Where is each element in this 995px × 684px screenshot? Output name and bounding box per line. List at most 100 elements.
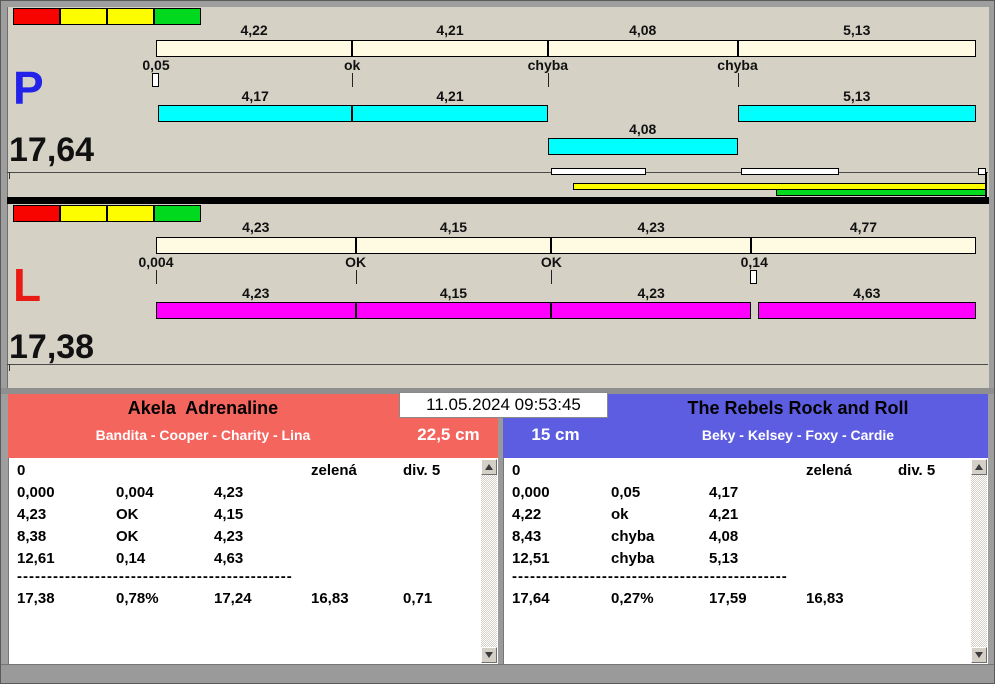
split-time-label: 4,15 bbox=[439, 219, 468, 235]
table-cell: 4,23 bbox=[17, 506, 47, 523]
status-box-3 bbox=[107, 8, 154, 25]
table-cell: 4,63 bbox=[214, 550, 244, 567]
table-cell: 4,21 bbox=[709, 506, 739, 523]
split-separator bbox=[736, 40, 739, 57]
tick-label: ok bbox=[343, 57, 361, 73]
tick-label: 0,14 bbox=[740, 254, 768, 270]
tick-label: OK bbox=[345, 254, 367, 270]
lane-total-time-P: 17,64 bbox=[9, 131, 95, 169]
split-separator bbox=[546, 40, 549, 57]
table-cell: OK bbox=[116, 528, 139, 545]
end-marker-line bbox=[985, 172, 987, 198]
progress-bar-green bbox=[775, 189, 986, 196]
scroll-down-button[interactable] bbox=[481, 647, 497, 663]
dog-time-label: 4,21 bbox=[436, 88, 464, 104]
progress-bar-base bbox=[740, 168, 840, 175]
table-cell: 4,22 bbox=[512, 506, 542, 523]
total-cell: 0,27% bbox=[611, 590, 654, 607]
table-cell: 4,23 bbox=[214, 484, 244, 501]
table-cell: 8,38 bbox=[17, 528, 47, 545]
status-box-4 bbox=[154, 205, 201, 222]
dog-time-label: 4,17 bbox=[241, 88, 269, 104]
lane-letter-P: P bbox=[13, 62, 44, 114]
status-box-2 bbox=[60, 205, 107, 222]
baseline-tick bbox=[9, 364, 10, 371]
dog-run-bar bbox=[547, 138, 738, 155]
scroll-down-button[interactable] bbox=[971, 647, 987, 663]
team-name-left: Akela Adrenaline bbox=[127, 398, 279, 418]
dog-time-label: 4,63 bbox=[853, 285, 881, 301]
total-cell: 0,71 bbox=[403, 590, 433, 607]
tick-mark bbox=[737, 73, 739, 87]
jump-height-left: 22,5 cm bbox=[417, 425, 480, 444]
table-cell: 4,15 bbox=[214, 506, 244, 523]
scroll-up-icon bbox=[485, 464, 493, 470]
table-cell: 4,17 bbox=[709, 484, 739, 501]
split-time-label: 4,23 bbox=[242, 219, 270, 235]
dog-run-bar bbox=[158, 105, 353, 122]
split-time-label: 4,23 bbox=[637, 219, 665, 235]
table-cell: 5,13 bbox=[709, 550, 739, 567]
dog-time-label: 4,23 bbox=[637, 285, 665, 301]
split-time-label: 4,22 bbox=[240, 22, 268, 38]
table-cell: div. 5 bbox=[898, 462, 936, 479]
table-cell: 0,000 bbox=[17, 484, 55, 501]
dog-time-label: 4,15 bbox=[439, 285, 468, 301]
split-separator bbox=[354, 237, 357, 254]
table-cell: zelená bbox=[311, 462, 357, 479]
table-cell: 0,004 bbox=[116, 484, 154, 501]
scroll-up-icon bbox=[975, 464, 983, 470]
tick-mark bbox=[156, 270, 157, 284]
total-cell: 17,38 bbox=[17, 590, 55, 607]
separator-dashes: ----------------------------------------… bbox=[17, 568, 293, 585]
table-cell: 0 bbox=[17, 462, 26, 479]
split-reference-bar bbox=[156, 40, 976, 57]
table-cell: 0 bbox=[512, 462, 521, 479]
total-cell: 17,59 bbox=[709, 590, 747, 607]
changeover-marker bbox=[750, 270, 758, 284]
tick-mark bbox=[547, 73, 549, 87]
scrollbar-left[interactable] bbox=[481, 459, 497, 663]
tick-label: chyba bbox=[527, 57, 569, 73]
datetime-box: 11.05.2024 09:53:45 bbox=[399, 392, 608, 418]
lane-total-time-L: 17,38 bbox=[9, 328, 95, 366]
table-cell: ok bbox=[611, 506, 629, 523]
lane-letter-L: L bbox=[13, 259, 42, 311]
jump-height-right: 15 cm bbox=[531, 425, 580, 444]
scroll-up-button[interactable] bbox=[481, 459, 497, 475]
tick-label: 0,004 bbox=[138, 254, 174, 270]
split-reference-bar bbox=[156, 237, 976, 254]
table-cell: 12,61 bbox=[17, 550, 55, 567]
section-separator-strip bbox=[1, 388, 994, 394]
split-time-label: 4,08 bbox=[629, 22, 657, 38]
split-separator bbox=[351, 40, 354, 57]
dog-run-bar bbox=[551, 302, 751, 319]
table-cell: 0,14 bbox=[116, 550, 146, 567]
split-separator bbox=[550, 237, 553, 254]
separator-dashes: ----------------------------------------… bbox=[512, 568, 788, 585]
dog-run-bar bbox=[737, 105, 976, 122]
window-bottom-strip bbox=[1, 664, 994, 683]
team-dogs-right: Beky - Kelsey - Foxy - Cardie bbox=[701, 427, 895, 443]
results-table-left: 0 zelená div. 5 0,000 0,004 4,23 4,23 OK 4,15 8,3… bbox=[8, 458, 498, 664]
status-box-2 bbox=[60, 8, 107, 25]
status-box-1 bbox=[13, 205, 60, 222]
dog-run-bar bbox=[757, 302, 976, 319]
baseline-tick bbox=[9, 172, 10, 179]
team-name-right: The Rebels Rock and Roll bbox=[687, 398, 909, 418]
dog-run-bar bbox=[156, 302, 356, 319]
dog-run-bar bbox=[355, 302, 552, 319]
total-cell: 0,78% bbox=[116, 590, 159, 607]
progress-bar-base bbox=[551, 168, 646, 175]
table-cell: chyba bbox=[611, 528, 655, 545]
split-time-label: 4,77 bbox=[849, 219, 878, 235]
table-cell: 0,05 bbox=[611, 484, 641, 501]
scroll-down-icon bbox=[485, 652, 493, 658]
scrollbar-right[interactable] bbox=[971, 459, 987, 663]
dog-run-bar bbox=[352, 105, 548, 122]
total-cell: 16,83 bbox=[311, 590, 349, 607]
results-table-right: 0 zelená div. 5 0,000 0,05 4,17 4,22 ok 4,21 8,43… bbox=[503, 458, 988, 664]
status-box-3 bbox=[107, 205, 154, 222]
scroll-up-button[interactable] bbox=[971, 459, 987, 475]
